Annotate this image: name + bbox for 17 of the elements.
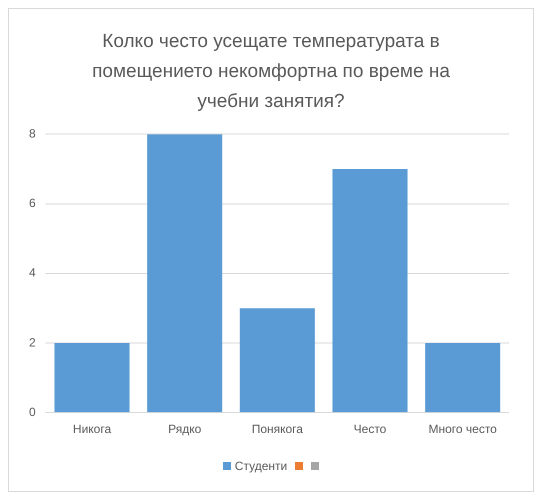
y-tick-label: 8 — [28, 126, 36, 141]
bar — [147, 134, 222, 412]
x-tick-label: Рядко — [168, 422, 202, 436]
bar — [54, 343, 130, 412]
y-tick-label: 0 — [28, 404, 36, 419]
bar — [240, 308, 315, 412]
x-tick-label: Понякога — [252, 422, 304, 436]
chart-title: Колко често усещате температурата в помещението некомфортна по време на учебни занятия? — [91, 30, 451, 114]
x-tick-label: Често — [354, 422, 387, 436]
x-tick-label: Много често — [428, 422, 498, 436]
x-tick-label: Никога — [72, 422, 112, 436]
bar — [332, 169, 408, 412]
bar — [425, 343, 500, 412]
y-tick-label: 2 — [28, 335, 36, 350]
y-tick-label: 4 — [28, 266, 36, 280]
legend-label: Студенти — [234, 459, 288, 473]
y-tick-label: 6 — [28, 196, 36, 210]
